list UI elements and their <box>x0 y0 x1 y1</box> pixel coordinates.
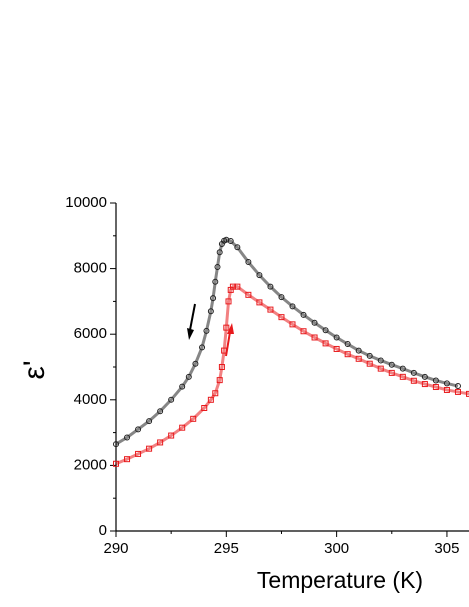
point <box>322 327 329 334</box>
point <box>199 344 206 351</box>
point <box>192 360 199 367</box>
point <box>229 283 236 290</box>
point <box>333 345 340 352</box>
point <box>157 439 164 446</box>
point <box>421 373 428 380</box>
point <box>443 380 450 387</box>
point <box>388 361 395 368</box>
point <box>207 308 214 315</box>
point <box>267 306 274 313</box>
point <box>355 355 362 362</box>
point <box>432 377 439 384</box>
point <box>256 299 263 306</box>
point <box>223 324 230 331</box>
point <box>234 283 241 290</box>
point <box>421 381 428 388</box>
point <box>355 347 362 354</box>
point <box>212 278 219 285</box>
point <box>311 334 318 341</box>
point <box>190 415 197 422</box>
series-line <box>115 285 469 466</box>
point <box>410 377 417 384</box>
point <box>377 357 384 364</box>
point <box>454 388 461 395</box>
point <box>146 418 153 425</box>
point <box>443 386 450 393</box>
point <box>300 311 307 318</box>
point <box>466 390 469 397</box>
point <box>366 352 373 359</box>
point <box>113 460 119 467</box>
y-tick-label: 8000 <box>74 260 107 277</box>
x-axis-label: Temperature (K) <box>257 567 423 593</box>
point <box>344 351 351 358</box>
point <box>203 327 210 334</box>
point <box>146 445 153 452</box>
y-tick-label: 2000 <box>74 456 107 473</box>
point <box>113 441 119 448</box>
y-tick-label: 0 <box>99 522 107 539</box>
point <box>322 340 329 347</box>
series-line <box>115 238 459 446</box>
point <box>179 424 186 431</box>
point <box>245 291 252 298</box>
point <box>201 405 208 411</box>
point <box>289 321 296 328</box>
y-tick-label: 4000 <box>74 391 107 408</box>
point <box>212 390 219 397</box>
point <box>267 283 274 290</box>
point <box>179 383 186 390</box>
point <box>333 334 340 341</box>
point <box>218 364 225 370</box>
point <box>216 377 223 384</box>
point <box>432 384 439 391</box>
point <box>399 373 406 380</box>
point <box>216 249 223 256</box>
point <box>256 272 263 279</box>
point <box>311 319 318 326</box>
point <box>388 369 395 376</box>
x-tick-label: 305 <box>434 540 459 557</box>
point <box>135 450 142 457</box>
point <box>214 263 221 270</box>
point <box>410 369 417 376</box>
point <box>227 238 234 245</box>
point <box>135 426 142 433</box>
point <box>377 365 384 372</box>
point <box>278 294 285 301</box>
point <box>399 365 406 372</box>
y-tick-label: 6000 <box>74 325 107 342</box>
point <box>234 244 241 251</box>
point <box>210 295 217 302</box>
point <box>168 396 175 403</box>
point <box>454 383 461 390</box>
point <box>221 347 228 354</box>
point <box>207 396 214 403</box>
point <box>124 434 131 441</box>
point <box>185 373 192 380</box>
x-tick-label: 295 <box>214 540 239 557</box>
point <box>366 360 373 367</box>
point <box>300 328 307 335</box>
point <box>344 341 351 348</box>
x-tick-label: 290 <box>103 540 128 557</box>
arrow-cooling <box>187 303 196 340</box>
point <box>168 432 175 439</box>
point <box>245 259 252 266</box>
point <box>157 408 164 415</box>
y-axis-label: ε' <box>18 360 51 379</box>
point <box>124 456 131 463</box>
point <box>225 298 232 305</box>
point <box>278 314 285 321</box>
x-tick-label: 300 <box>324 540 349 557</box>
point <box>289 303 296 310</box>
y-tick-label: 10000 <box>65 194 107 211</box>
